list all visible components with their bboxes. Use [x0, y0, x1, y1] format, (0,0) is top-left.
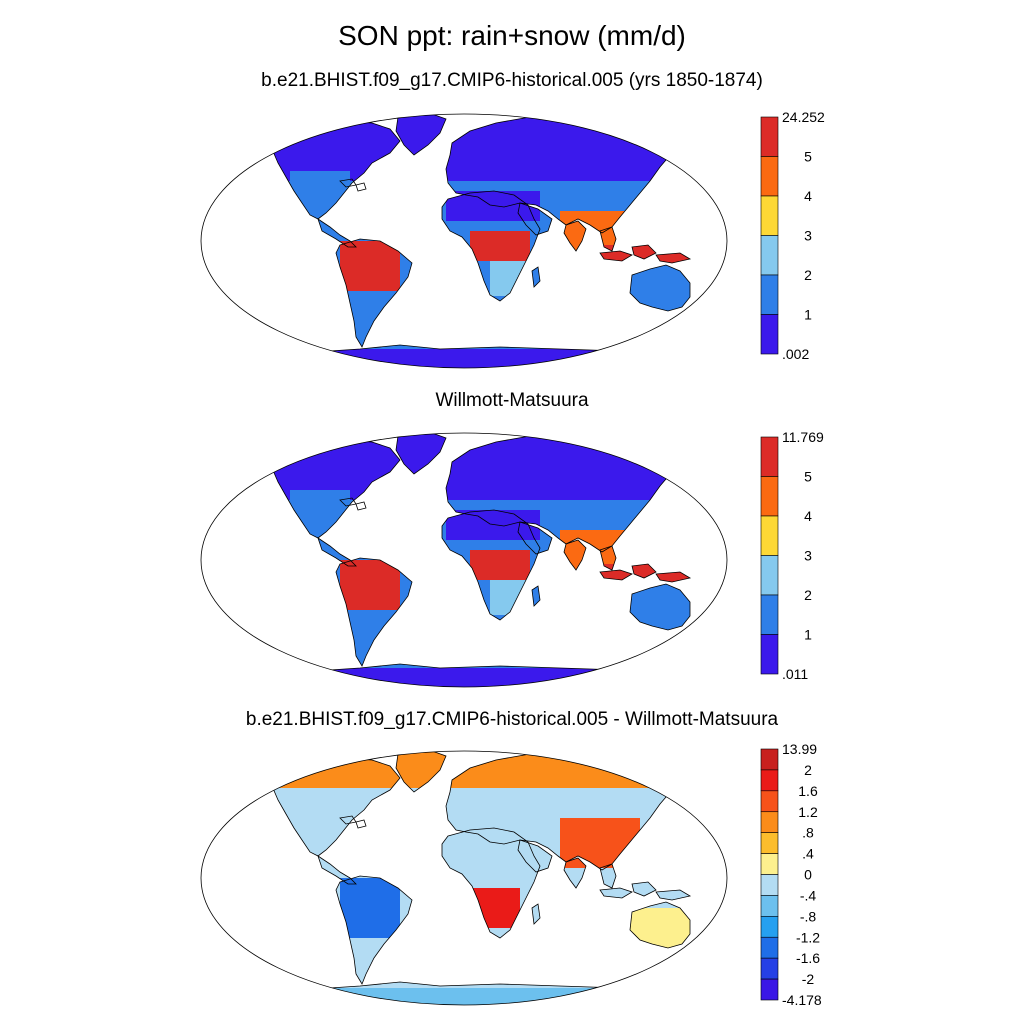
- colorbar-1-box-1: [760, 116, 779, 157]
- colorbar-1-label-7: .002: [782, 346, 809, 362]
- colorbar-1-label-3: 4: [804, 188, 812, 204]
- panel-3-subtitle: b.e21.BHIST.f09_g17.CMIP6-historical.005…: [245, 709, 779, 730]
- figure-title: SON ppt: rain+snow (mm/d): [338, 20, 686, 51]
- map-region-1-6: [490, 261, 530, 296]
- colorbar-2-label-2: 5: [804, 469, 812, 485]
- map-region-1-8: [300, 349, 660, 368]
- colorbar-3-label-2: 2: [804, 762, 812, 778]
- map-region-2-7: [600, 564, 690, 584]
- map-region-1-4: [340, 241, 400, 291]
- colorbar-3-box-6: [760, 853, 779, 875]
- map-region-3-3: [560, 818, 640, 868]
- map-region-1-7: [600, 245, 690, 265]
- map-region-2-8: [300, 668, 660, 687]
- colorbar-2-label-4: 3: [804, 548, 812, 564]
- colorbar-1-label-1: 24.252: [782, 109, 825, 125]
- colorbar-3-box-5: [760, 832, 779, 854]
- colorbar-3-label-12: -2: [802, 971, 815, 987]
- colorbar-3-box-3: [760, 790, 779, 813]
- colorbar-2-label-5: 2: [804, 587, 812, 603]
- colorbar-1-box-5: [760, 274, 779, 315]
- colorbar-2-box-1: [760, 436, 779, 477]
- colorbar-2-label-1: 11.769: [782, 429, 824, 445]
- colorbar-1-box-6: [760, 314, 779, 355]
- map-land-3: [262, 751, 700, 1005]
- colorbar-3-label-4: 1.2: [798, 804, 818, 820]
- map-region-1-9: [290, 171, 350, 211]
- map-region-3-5: [470, 888, 520, 928]
- map-region-3-2: [440, 818, 560, 848]
- colorbar-2-box-6: [760, 634, 779, 675]
- colorbar-3-box-12: [760, 978, 779, 1001]
- colorbar-1-box-2: [760, 156, 779, 197]
- colorbar-3-box-9: [760, 916, 779, 938]
- panel-2-subtitle: Willmott-Matsuura: [435, 390, 589, 411]
- colorbar-2-box-5: [760, 594, 779, 635]
- colorbar-2-label-3: 4: [804, 508, 812, 524]
- colorbar-2: 11.769 5 4 3 2 1 .011: [760, 429, 824, 682]
- colorbar-3-label-11: -1.6: [796, 950, 820, 966]
- colorbar-2-box-2: [760, 476, 779, 517]
- map-region-1-2: [446, 191, 540, 221]
- map-region-3-6: [300, 988, 660, 1005]
- colorbar-1-label-6: 1: [804, 307, 812, 323]
- map-panel-2: [200, 432, 728, 688]
- map-panel-1: [200, 113, 728, 369]
- colorbar-3-label-8: -.4: [800, 887, 817, 903]
- colorbar-1-box-3: [760, 195, 779, 236]
- map-region-1-1: [262, 115, 700, 181]
- panel-1-subtitle: b.e21.BHIST.f09_g17.CMIP6-historical.005…: [261, 70, 763, 91]
- colorbar-3-box-1: [760, 748, 779, 771]
- map-region-2-2: [446, 510, 540, 540]
- map-panel-3: [200, 750, 728, 1006]
- map-border-2: [200, 432, 728, 688]
- colorbar-3-box-4: [760, 811, 779, 833]
- colorbar-2-label-7: .011: [782, 666, 808, 682]
- colorbar-2-label-6: 1: [804, 627, 812, 643]
- map-region-3-1: [262, 752, 700, 788]
- colorbar-3-label-5: .8: [802, 825, 814, 841]
- map-region-2-5: [470, 550, 530, 580]
- colorbar-3-label-1: 13.99: [782, 741, 817, 757]
- map-region-2-1: [262, 434, 700, 500]
- map-region-2-9: [290, 490, 350, 530]
- colorbar-3-label-9: -.8: [800, 908, 817, 924]
- colorbar-1-box-4: [760, 235, 779, 276]
- map-region-2-6: [490, 580, 530, 615]
- map-region-3-4: [340, 878, 400, 938]
- colorbar-1-label-5: 2: [804, 267, 812, 283]
- map-border-3: [200, 750, 728, 1006]
- map-region-2-4: [340, 560, 400, 610]
- colorbar-3: 13.99 2 1.6 1.2 .8 .4 0 -.4 -.8 -1.2 -1.6 -2 -4.178: [760, 741, 822, 1008]
- colorbar-3-box-11: [760, 957, 779, 980]
- colorbar-3-label-7: 0: [804, 867, 812, 883]
- colorbar-3-label-10: -1.2: [796, 929, 820, 945]
- colorbar-3-box-7: [760, 874, 779, 896]
- map-region-3-7: [630, 908, 690, 948]
- map-region-1-5: [470, 231, 530, 261]
- colorbar-3-label-6: .4: [802, 846, 814, 862]
- colorbar-3-box-10: [760, 936, 779, 959]
- colorbar-3-label-13: -4.178: [782, 992, 822, 1008]
- colorbar-2-box-4: [760, 555, 779, 596]
- colorbar-3-box-2: [760, 769, 779, 792]
- colorbar-1-label-4: 3: [804, 228, 812, 244]
- maps-layer: [200, 113, 728, 1006]
- map-border-1: [200, 113, 728, 369]
- colorbar-2-box-3: [760, 515, 779, 556]
- colorbar-3-box-8: [760, 895, 779, 917]
- colorbar-3-label-3: 1.6: [798, 783, 818, 799]
- colorbars-layer: 24.25254321.00211.76954321.01113.9921.61…: [760, 109, 825, 1008]
- colorbar-1-label-2: 5: [804, 149, 812, 165]
- colorbar-1: 24.252 5 4 3 2 1 .002: [760, 109, 825, 362]
